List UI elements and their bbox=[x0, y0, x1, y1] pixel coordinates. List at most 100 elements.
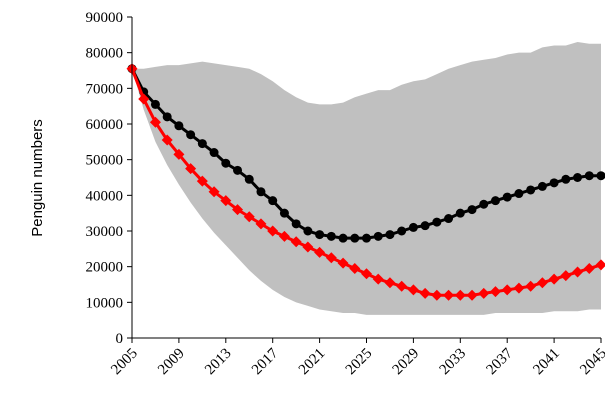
diamond-marker bbox=[185, 163, 197, 175]
diamond-marker bbox=[267, 225, 279, 237]
y-tick-label: 10000 bbox=[86, 295, 124, 311]
diamond-marker bbox=[536, 277, 548, 289]
diamond-marker bbox=[489, 286, 501, 298]
x-tick-label: 2037 bbox=[484, 345, 517, 378]
diamond-marker bbox=[361, 268, 372, 280]
y-tick-label: 0 bbox=[116, 331, 124, 347]
circle-marker bbox=[221, 158, 231, 168]
circle-marker bbox=[174, 121, 184, 131]
circle-marker bbox=[537, 181, 547, 191]
x-tick-label: 2033 bbox=[437, 346, 470, 379]
y-tick-label: 20000 bbox=[86, 260, 124, 276]
diamond-marker bbox=[208, 186, 220, 198]
x-tick-label: 2005 bbox=[108, 346, 141, 379]
x-tick-label: 2045 bbox=[577, 346, 605, 379]
diamond-marker bbox=[560, 270, 572, 282]
x-tick-label: 2009 bbox=[155, 346, 188, 379]
diamond-marker bbox=[161, 134, 173, 146]
diamond-marker bbox=[384, 277, 396, 289]
circle-marker bbox=[197, 139, 207, 149]
circle-marker bbox=[502, 192, 512, 202]
diamond-marker bbox=[372, 273, 384, 285]
diamond-marker bbox=[595, 259, 605, 271]
circle-marker bbox=[268, 196, 278, 206]
diamond-marker bbox=[407, 284, 419, 296]
circle-marker bbox=[279, 208, 289, 218]
x-tick-label: 2017 bbox=[249, 345, 282, 378]
circle-marker bbox=[162, 112, 172, 122]
diamond-marker bbox=[466, 289, 478, 301]
x-tick-label: 2025 bbox=[343, 346, 376, 379]
x-tick-label: 2021 bbox=[296, 346, 329, 379]
diamond-marker bbox=[419, 287, 431, 299]
diamond-marker bbox=[572, 266, 584, 278]
diamond-marker bbox=[513, 282, 525, 294]
y-tick-label: 50000 bbox=[86, 153, 124, 169]
y-tick-label: 40000 bbox=[86, 188, 124, 204]
x-tick-label: 2029 bbox=[390, 346, 423, 379]
diamond-marker bbox=[278, 230, 290, 242]
y-tick-label: 60000 bbox=[86, 117, 124, 133]
diamond-marker bbox=[431, 289, 443, 301]
y-tick-label: 70000 bbox=[86, 81, 124, 97]
diamond-marker bbox=[501, 284, 513, 296]
diamond-marker bbox=[232, 204, 244, 216]
diamond-marker bbox=[583, 262, 595, 274]
circle-marker bbox=[549, 178, 559, 188]
circle-marker bbox=[479, 199, 489, 209]
y-axis-label: Penguin numbers bbox=[29, 119, 46, 237]
circle-marker bbox=[373, 231, 383, 241]
circle-marker bbox=[420, 221, 430, 231]
circle-marker bbox=[514, 189, 524, 199]
circle-marker bbox=[326, 231, 336, 241]
diamond-marker bbox=[196, 175, 208, 187]
band-lower-area bbox=[132, 68, 601, 338]
circle-marker bbox=[584, 171, 594, 181]
diamond-marker bbox=[525, 280, 537, 292]
circle-marker bbox=[455, 208, 465, 218]
band-upper-area bbox=[132, 41, 601, 338]
x-tick-label: 2041 bbox=[530, 346, 563, 379]
diamond-marker bbox=[337, 257, 349, 269]
circle-marker bbox=[350, 233, 360, 243]
y-tick-label: 30000 bbox=[86, 224, 124, 240]
diamond-marker bbox=[255, 218, 267, 230]
circle-marker bbox=[385, 230, 395, 240]
diamond-marker bbox=[478, 287, 490, 299]
circle-marker bbox=[408, 222, 418, 232]
y-tick-label: 90000 bbox=[86, 10, 124, 26]
diamond-marker bbox=[396, 280, 408, 292]
circle-marker bbox=[490, 196, 500, 206]
diamond-marker bbox=[302, 241, 314, 253]
circle-marker bbox=[362, 233, 371, 243]
circle-marker bbox=[338, 233, 348, 243]
diamond-marker bbox=[243, 211, 255, 223]
diamond-marker bbox=[314, 246, 326, 258]
circle-marker bbox=[150, 99, 160, 109]
circle-marker bbox=[303, 226, 313, 236]
circle-marker bbox=[573, 173, 583, 182]
diamond-marker bbox=[173, 148, 185, 160]
circle-marker bbox=[596, 171, 605, 181]
circle-marker bbox=[209, 148, 219, 158]
x-tick-label: 2013 bbox=[202, 346, 235, 379]
diamond-marker bbox=[454, 289, 466, 301]
circle-marker bbox=[315, 230, 325, 240]
diamond-marker bbox=[220, 195, 232, 207]
circle-marker bbox=[561, 174, 571, 184]
y-tick-label: 80000 bbox=[86, 46, 124, 62]
circle-marker bbox=[444, 214, 454, 224]
circle-marker bbox=[233, 165, 243, 175]
circle-marker bbox=[526, 185, 536, 195]
diamond-marker bbox=[325, 252, 337, 264]
diamond-marker bbox=[443, 289, 455, 301]
diamond-marker bbox=[349, 262, 361, 274]
diamond-marker bbox=[138, 93, 150, 105]
circle-marker bbox=[397, 226, 407, 236]
diamond-marker bbox=[149, 116, 161, 128]
circle-marker bbox=[432, 217, 442, 227]
circle-marker bbox=[186, 130, 196, 140]
circle-marker bbox=[467, 205, 477, 215]
circle-marker bbox=[291, 219, 301, 229]
